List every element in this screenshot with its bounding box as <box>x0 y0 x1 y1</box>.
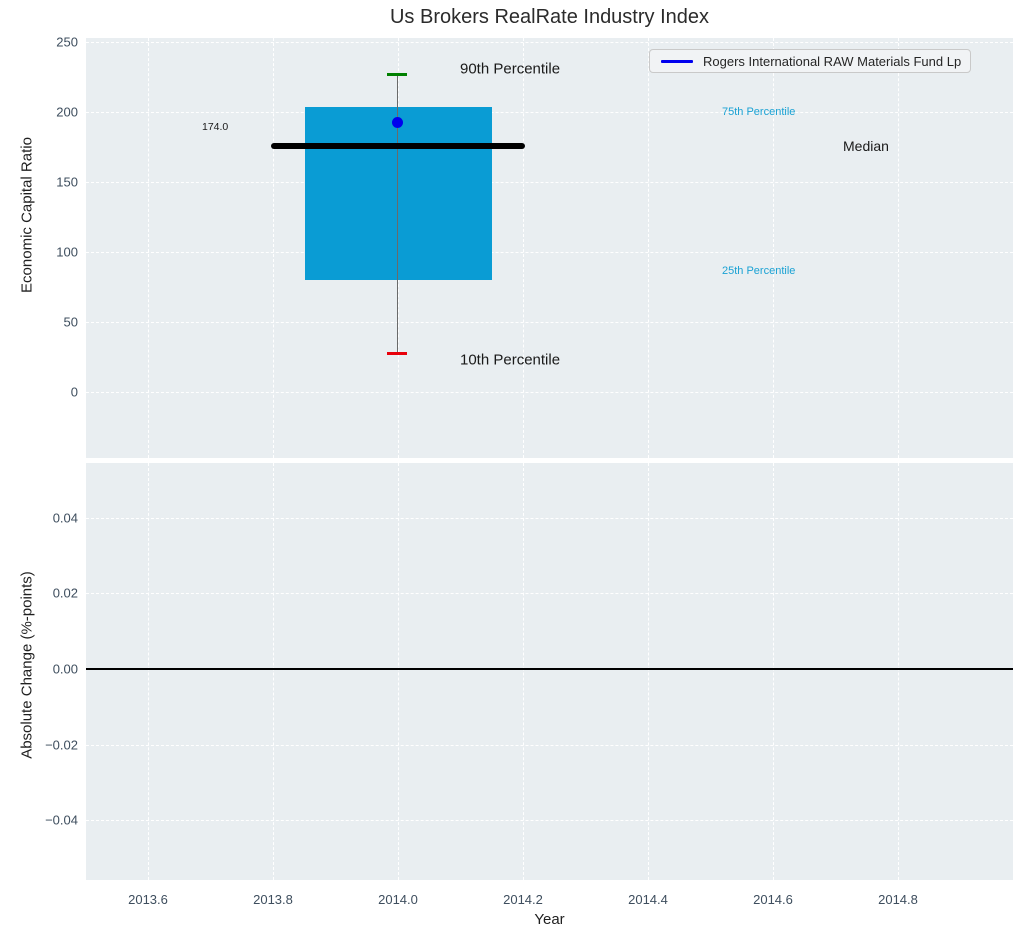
x-axis-label: Year <box>534 911 565 928</box>
gridline <box>86 392 1013 393</box>
y-tick-label: 0.00 <box>52 661 78 677</box>
x-tick-label: 2013.8 <box>253 892 293 907</box>
y-tick-label: −0.04 <box>45 812 78 828</box>
gridline <box>86 322 1013 323</box>
gridline <box>898 38 899 458</box>
gridline <box>273 463 274 880</box>
x-tick-label: 2014.0 <box>378 892 418 907</box>
median-value-label: 174.0 <box>202 121 229 133</box>
zero-change-line <box>86 668 1013 670</box>
whisker-line <box>397 75 398 354</box>
legend-line-sample <box>661 59 693 63</box>
gridline <box>86 112 1013 113</box>
top-y-axis-label: Economic Capital Ratio <box>18 137 36 293</box>
x-tick-label: 2013.6 <box>128 892 168 907</box>
annotation-90th-percentile: 90th Percentile <box>460 60 561 78</box>
y-tick-label: 50 <box>63 314 78 330</box>
p90-whisker-cap <box>387 73 407 76</box>
p10-whisker-cap <box>387 352 407 355</box>
gridline <box>273 38 274 458</box>
gridline <box>86 745 1013 746</box>
x-tick-label: 2014.4 <box>628 892 668 907</box>
annotation-75th-percentile: 75th Percentile <box>722 106 796 118</box>
gridline <box>148 38 149 458</box>
gridline <box>148 463 149 880</box>
gridline <box>86 42 1013 43</box>
median-line <box>271 143 525 149</box>
x-tick-label: 2014.6 <box>753 892 793 907</box>
gridline <box>898 463 899 880</box>
y-tick-label: 200 <box>56 104 78 120</box>
gridline <box>398 463 399 880</box>
bottom-y-axis-label: Absolute Change (%-points) <box>18 571 36 759</box>
gridline <box>86 820 1013 821</box>
gridline <box>773 463 774 880</box>
x-tick-label: 2014.8 <box>878 892 918 907</box>
legend-label: Rogers International RAW Materials Fund … <box>703 53 962 69</box>
y-tick-label: 100 <box>56 244 78 260</box>
chart-title: Us Brokers RealRate Industry Index <box>389 6 710 28</box>
y-tick-label: 0 <box>70 384 78 400</box>
y-tick-label: −0.02 <box>45 737 78 753</box>
gridline <box>86 518 1013 519</box>
annotation-median: Median <box>843 138 889 154</box>
bottom-plot-area <box>86 463 1013 880</box>
gridline <box>86 252 1013 253</box>
gridline <box>86 182 1013 183</box>
y-tick-label: 0.04 <box>52 510 78 526</box>
box-iqr <box>305 107 492 280</box>
gridline <box>648 463 649 880</box>
x-tick-label: 2014.2 <box>503 892 543 907</box>
gridline <box>648 38 649 458</box>
legend: Rogers International RAW Materials Fund … <box>649 49 972 73</box>
gridline <box>523 38 524 458</box>
annotation-25th-percentile: 25th Percentile <box>722 265 796 277</box>
annotation-10th-percentile: 10th Percentile <box>460 351 561 369</box>
y-tick-label: 0.02 <box>52 585 78 601</box>
fund-point-marker <box>392 117 403 128</box>
gridline <box>523 463 524 880</box>
y-tick-label: 150 <box>56 174 78 190</box>
y-tick-label: 250 <box>56 34 78 50</box>
top-plot-area: 174.0 90th Percentile 75th Percentile Me… <box>86 38 1013 458</box>
gridline <box>773 38 774 458</box>
gridline <box>86 593 1013 594</box>
